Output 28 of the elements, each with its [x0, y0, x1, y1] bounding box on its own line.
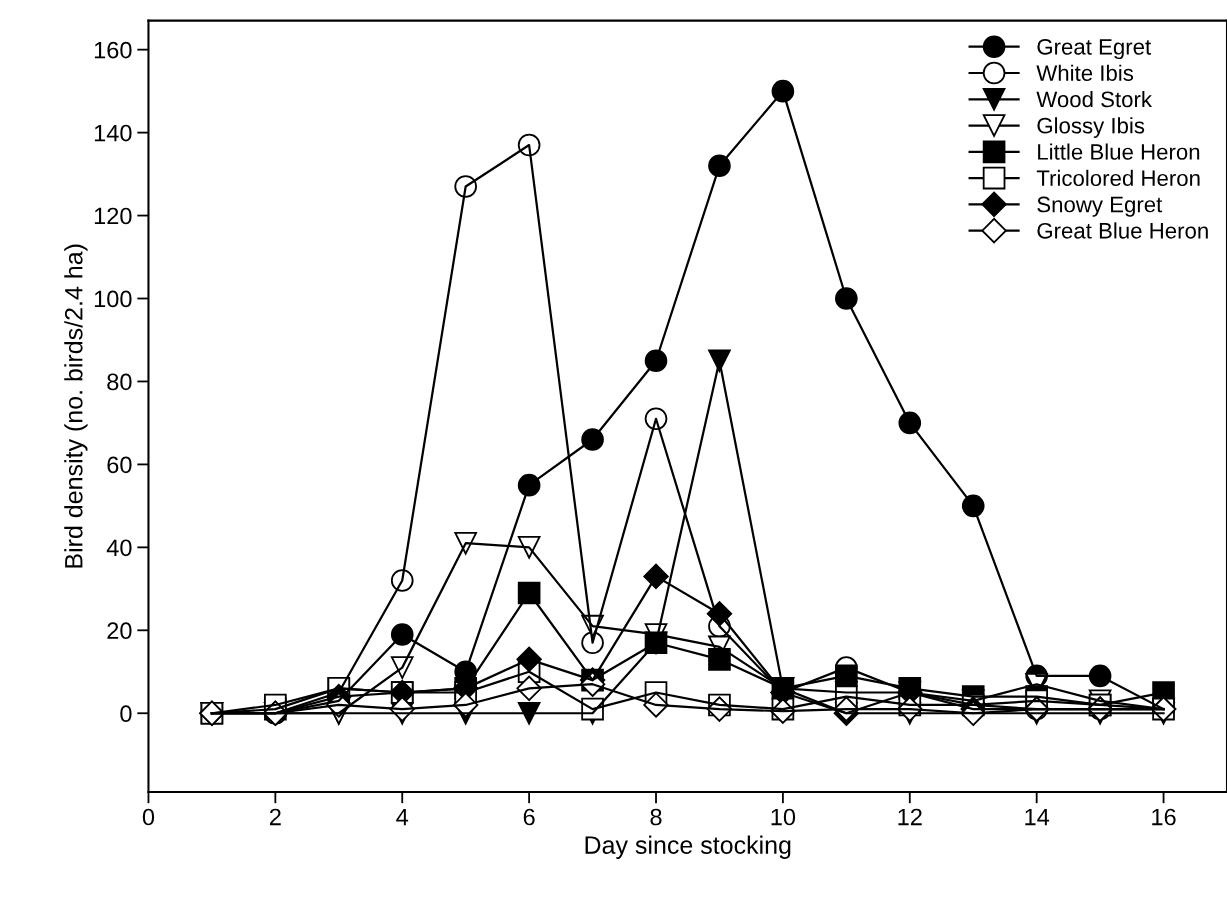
y-tick-label: 80 — [107, 373, 132, 391]
legend-label: Glossy Ibis — [1037, 117, 1145, 138]
y-tick-label: 0 — [120, 705, 132, 723]
y-tick-label: 60 — [107, 456, 132, 474]
legend-label: Great Egret — [1037, 39, 1152, 60]
x-tick-label: 12 — [898, 808, 922, 826]
y-tick-label: 120 — [94, 207, 132, 225]
legend-label: Tricolored Heron — [1036, 169, 1200, 187]
x-tick-label: 10 — [771, 808, 796, 826]
x-axis-title: Day since stocking — [585, 835, 791, 859]
y-tick-label: 40 — [106, 539, 132, 557]
x-tick-label: 14 — [1025, 808, 1050, 826]
y-tick-label: 140 — [94, 124, 132, 142]
y-tick-label: 20 — [107, 622, 132, 640]
legend-label: Great Blue Heron — [1037, 222, 1208, 239]
y-tick-label: 160 — [94, 41, 132, 59]
x-tick-label: 2 — [269, 808, 281, 826]
x-tick-label: 6 — [523, 808, 535, 826]
x-tick-label: 16 — [1152, 808, 1176, 826]
y-tick-label: 100 — [94, 290, 132, 308]
legend-label: Little Blue Heron — [1038, 143, 1200, 160]
y-axis-title: Bird density (no. birds/2.4 ha) — [64, 244, 88, 568]
x-tick-label: 4 — [396, 808, 409, 826]
x-tick-label: 0 — [142, 808, 155, 826]
x-tick-label: 8 — [650, 808, 662, 826]
legend-label: White Ibis — [1036, 64, 1134, 81]
legend-label: Snowy Egret — [1037, 196, 1163, 217]
legend-label: Wood Stork — [1036, 90, 1153, 108]
